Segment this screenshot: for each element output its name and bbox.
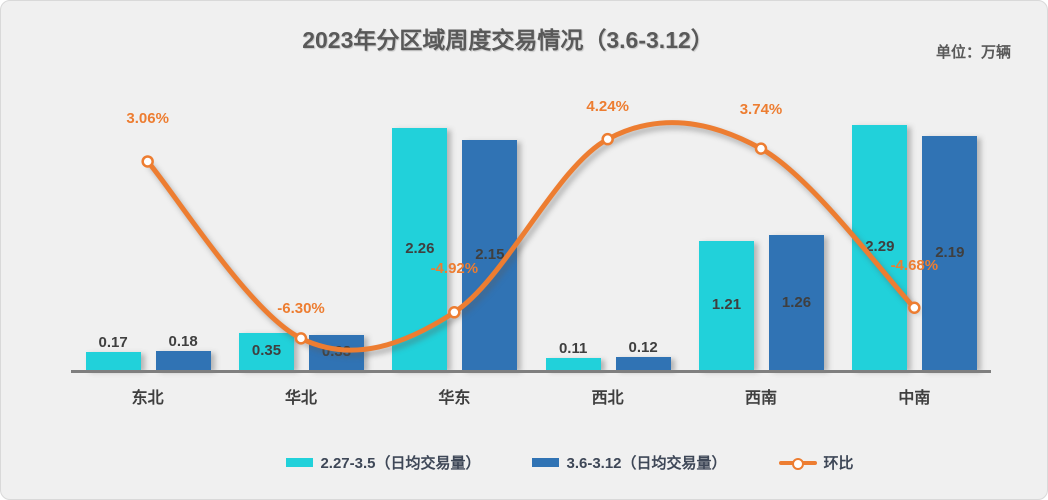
- bar-value-label: 2.19: [935, 243, 965, 261]
- line-percent-label: -4.68%: [890, 256, 939, 274]
- category-label-华北: 华北: [284, 390, 317, 407]
- bar-value-label: 1.26: [781, 293, 812, 311]
- category-label-西北: 西北: [591, 390, 624, 407]
- plot-area: 0.17 0.18 东北 0.35 0.33 华北 2.26 2.15 华东 0.11 0.12 西北…: [1, 1, 1047, 431]
- legend-label-week2: 3.6-3.12（日均交易量）: [566, 455, 727, 472]
- chart-title: 2023年分区域周度交易情况（3.6-3.12）: [302, 27, 714, 53]
- line-percent-label: -4.92%: [430, 260, 479, 278]
- legend: 2.27-3.5（日均交易量） 3.6-3.12（日均交易量） 环比: [47, 452, 1047, 473]
- line-marker-中南: [908, 301, 921, 315]
- bar-value-label: 0.17: [98, 333, 128, 351]
- line-marker-华东: [448, 306, 461, 319]
- line-percent-label: 3.74%: [739, 100, 783, 118]
- bar-3.6-3.12（日均交易量）-西北: [615, 357, 671, 370]
- legend-item-ratio: 环比: [778, 452, 854, 473]
- legend-item-week1: 2.27-3.5（日均交易量）: [286, 452, 480, 473]
- bar-3.6-3.12（日均交易量）-中南: [922, 135, 978, 370]
- line-marker-西南: [754, 142, 768, 155]
- line-percent-label: 4.24%: [586, 98, 629, 116]
- line-marker-icon: [778, 457, 817, 470]
- legend-label-ratio: 环比: [823, 455, 854, 472]
- line-percent-label: -6.30%: [277, 300, 325, 318]
- legend-label-week1: 2.27-3.5（日均交易量）: [320, 455, 481, 472]
- bar-value-label: 0.12: [628, 339, 658, 357]
- legend-item-week2: 3.6-3.12（日均交易量）: [532, 452, 727, 473]
- line-marker-西北: [601, 132, 614, 146]
- bar-2.27-3.5（日均交易量）-东北: [85, 351, 141, 370]
- category-label-中南: 中南: [898, 390, 931, 407]
- line-percent-label: 3.06%: [126, 110, 169, 128]
- unit-label: 单位：万辆: [935, 44, 1011, 61]
- line-marker-东北: [141, 155, 154, 168]
- bar-value-label: 2.29: [865, 238, 895, 256]
- bar-2.27-3.5（日均交易量）-西北: [545, 358, 601, 370]
- bar-value-label: 0.35: [251, 342, 282, 360]
- bar-value-label: 0.11: [558, 340, 588, 358]
- series1-swatch-icon: [286, 458, 314, 467]
- bar-value-label: 2.26: [405, 240, 435, 258]
- x-axis-line: [71, 370, 991, 373]
- bar-value-label: 0.18: [168, 332, 198, 350]
- series2-swatch-icon: [532, 458, 560, 467]
- bar-value-label: 1.21: [711, 296, 742, 314]
- category-label-华东: 华东: [438, 390, 471, 407]
- category-label-东北: 东北: [131, 390, 164, 407]
- bar-value-label: 0.33: [321, 343, 352, 361]
- category-label-西南: 西南: [744, 390, 777, 407]
- bar-3.6-3.12（日均交易量）-东北: [155, 350, 211, 370]
